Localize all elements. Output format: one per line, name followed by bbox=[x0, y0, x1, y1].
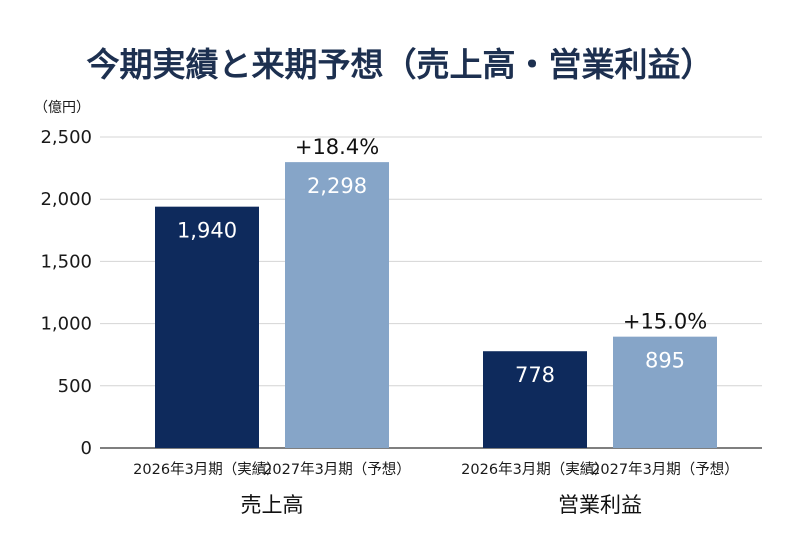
y-tick-label: 0 bbox=[81, 438, 92, 459]
bar-value-label: 895 bbox=[645, 349, 685, 373]
chart-title: 今期実績と来期予想（売上高・営業利益） bbox=[86, 45, 714, 84]
bar-value-label: 1,940 bbox=[177, 219, 237, 243]
bar-value-label: 2,298 bbox=[307, 174, 367, 198]
y-axis-ticks: 0 500 1,000 1,500 2,000 2,500 bbox=[40, 127, 92, 459]
bar bbox=[613, 336, 717, 448]
x-category-label: 2026年3月期（実績） bbox=[133, 461, 281, 478]
y-tick-label: 1,000 bbox=[40, 314, 92, 335]
x-axis-labels: 2026年3月期（実績）2027年3月期（予想）売上高2026年3月期（実績）2… bbox=[133, 461, 739, 517]
y-axis-unit-label: （億円） bbox=[34, 100, 90, 116]
x-category-label: 2027年3月期（予想） bbox=[263, 461, 411, 478]
bar-value-label: 778 bbox=[515, 363, 555, 387]
y-tick-label: 2,500 bbox=[40, 127, 92, 148]
bar bbox=[285, 162, 389, 449]
y-tick-label: 2,000 bbox=[40, 189, 92, 210]
bar bbox=[483, 351, 587, 448]
y-tick-label: 1,500 bbox=[40, 251, 92, 272]
growth-rate-label: +18.4% bbox=[295, 135, 379, 159]
growth-rate-label: +15.0% bbox=[623, 310, 707, 334]
y-tick-label: 500 bbox=[58, 376, 92, 397]
bar bbox=[155, 206, 259, 448]
bars: 1,940 2,298 +18.4% 778 895 +15.0% bbox=[155, 135, 717, 449]
x-category-label: 2027年3月期（予想） bbox=[591, 461, 739, 478]
group-label: 売上高 bbox=[241, 493, 304, 517]
group-label: 営業利益 bbox=[558, 493, 642, 517]
x-category-label: 2026年3月期（実績） bbox=[461, 461, 609, 478]
